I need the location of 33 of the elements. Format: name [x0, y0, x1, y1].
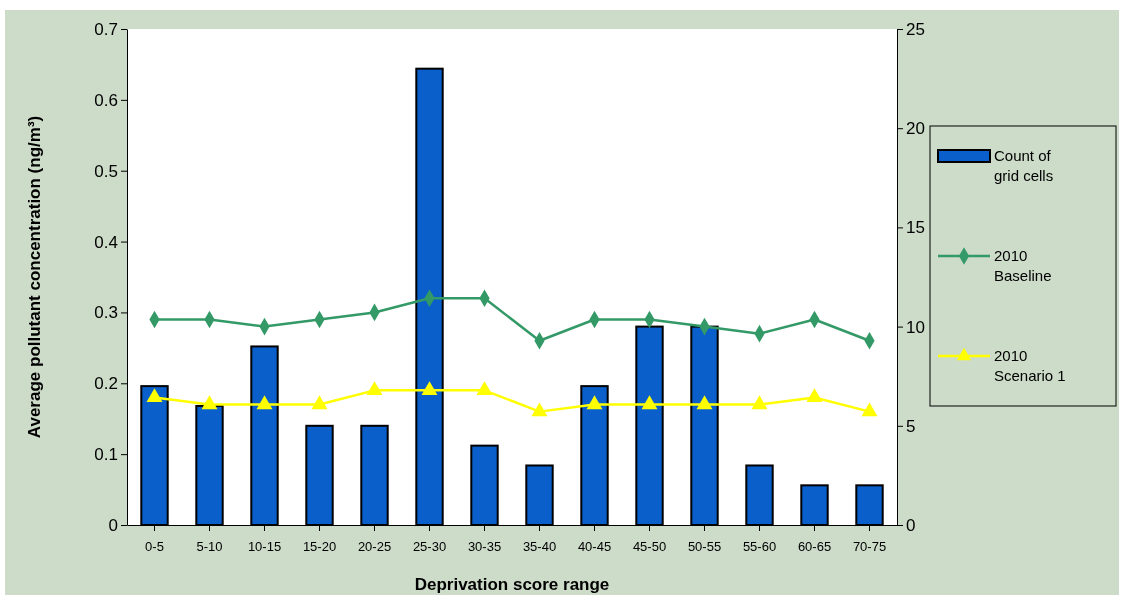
y2-tick-label: 10: [906, 317, 925, 337]
x-tick-label: 15-20: [302, 538, 337, 554]
y-tick-label: 0.1: [94, 445, 118, 465]
x-tick-label: 60-65: [797, 538, 832, 554]
y2-tick-label: 5: [906, 416, 916, 436]
legend-label: 2010 Baseline: [994, 247, 1052, 284]
y-tick-label: 0.3: [94, 303, 118, 323]
x-tick-label: 50-55: [687, 538, 722, 554]
y-axis-title: Average pollutant concentration (ng/m³): [25, 115, 44, 439]
x-axis-title: Deprivation score range: [414, 575, 610, 594]
x-tick-label: 55-60: [742, 538, 777, 554]
x-tick-label: 25-30: [412, 538, 447, 554]
y-tick-label: 0.6: [94, 90, 118, 110]
y-tick-label: 0.5: [94, 161, 118, 181]
x-tick-label: 30-35: [467, 538, 502, 554]
x-tick-label: 20-25: [357, 538, 392, 554]
x-tick-label: 10-15: [247, 538, 282, 554]
y-tick-label: 0.2: [94, 374, 118, 394]
x-tick-label: 35-40: [522, 538, 557, 554]
legend-label: Count of grid cells: [994, 147, 1054, 184]
x-tick-label: 0-5: [145, 538, 164, 554]
y2-tick-label: 25: [906, 19, 925, 39]
x-tick-label: 5-10: [196, 538, 223, 554]
legend-label: 2010 Scenario 1: [994, 347, 1066, 384]
x-tick-label: 45-50: [632, 538, 667, 554]
x-tick-label: 70-75: [852, 538, 887, 554]
y-tick-label: 0.4: [94, 232, 118, 252]
x-tick-label: 40-45: [577, 538, 612, 554]
y-tick-label: 0: [108, 515, 118, 535]
y2-tick-label: 15: [906, 218, 925, 238]
y2-tick-label: 20: [906, 119, 925, 139]
y-tick-label: 0.7: [94, 19, 118, 39]
y2-tick-label: 0: [906, 515, 916, 535]
